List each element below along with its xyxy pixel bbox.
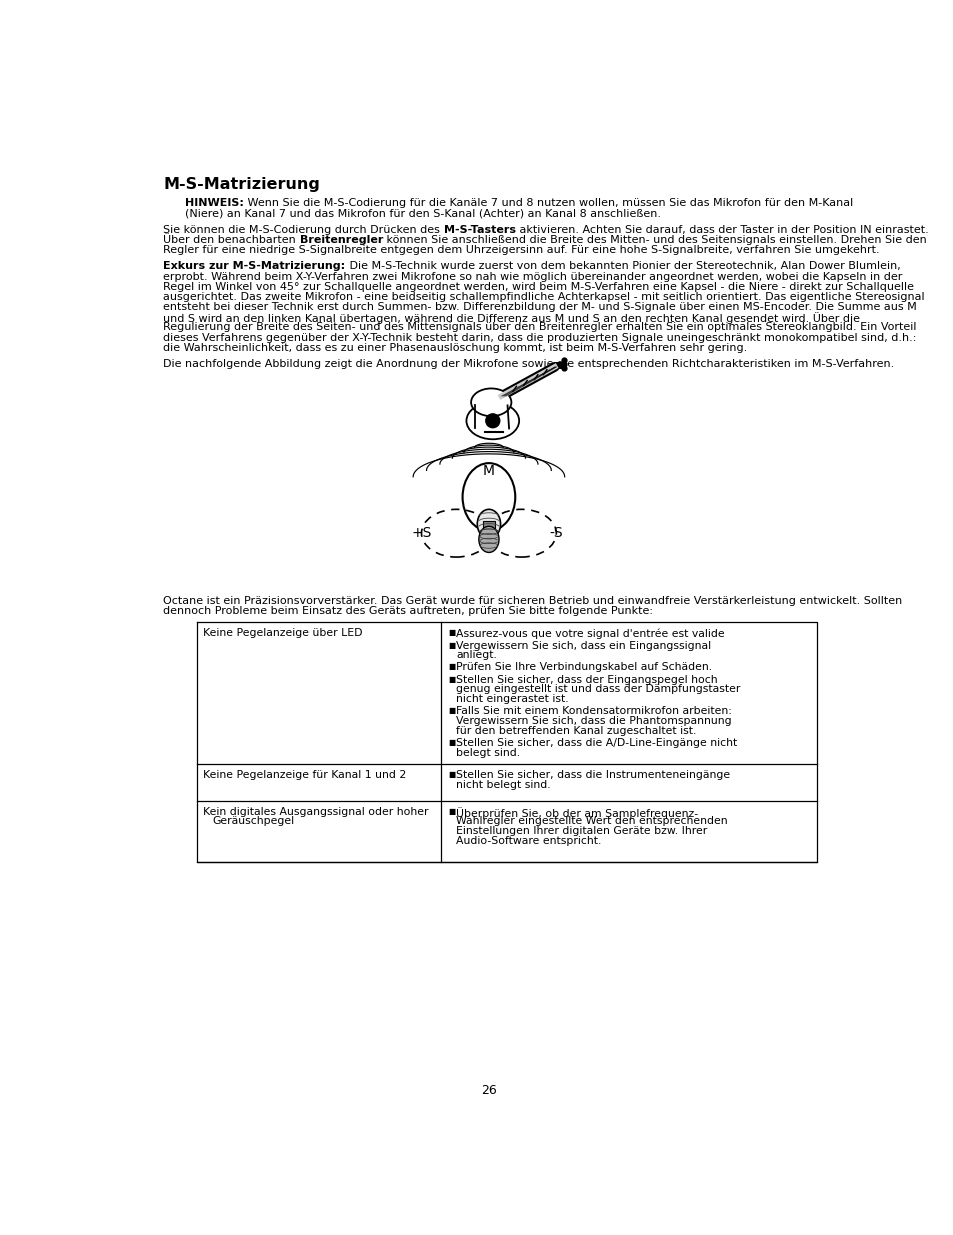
- Text: erprobt. Während beim X-Y-Verfahren zwei Mikrofone so nah wie möglich übereinand: erprobt. Während beim X-Y-Verfahren zwei…: [163, 272, 902, 282]
- Ellipse shape: [478, 526, 498, 552]
- Text: nicht eingerastet ist.: nicht eingerastet ist.: [456, 694, 568, 704]
- Text: für den betreffenden Kanal zugeschaltet ist.: für den betreffenden Kanal zugeschaltet …: [456, 726, 696, 736]
- Text: (Niere) an Kanal 7 und das Mikrofon für den S-Kanal (Achter) an Kanal 8 anschlie: (Niere) an Kanal 7 und das Mikrofon für …: [185, 209, 660, 219]
- Text: Sie können die M-S-Codierung durch Drücken des: Sie können die M-S-Codierung durch Drück…: [163, 225, 443, 235]
- Text: ausgerichtet. Das zweite Mikrofon - eine beidseitig schallempfindliche Achterkap: ausgerichtet. Das zweite Mikrofon - eine…: [163, 291, 924, 301]
- Text: Stellen Sie sicher, dass die A/D-Line-Eingänge nicht: Stellen Sie sicher, dass die A/D-Line-Ei…: [456, 739, 737, 748]
- FancyBboxPatch shape: [482, 521, 495, 529]
- Text: anliegt.: anliegt.: [456, 650, 497, 661]
- Text: Stellen Sie sicher, dass der Eingangspegel hoch: Stellen Sie sicher, dass der Eingangspeg…: [456, 674, 718, 684]
- Text: Audio-Software entspricht.: Audio-Software entspricht.: [456, 836, 601, 846]
- Text: Regulierung der Breite des Seiten- und des Mittensignals über den Breitenregler : Regulierung der Breite des Seiten- und d…: [163, 322, 916, 332]
- Text: ■: ■: [448, 769, 456, 779]
- Text: Einstellungen Ihrer digitalen Geräte bzw. Ihrer: Einstellungen Ihrer digitalen Geräte bzw…: [456, 826, 707, 836]
- Text: Breitenregler: Breitenregler: [299, 235, 383, 245]
- Text: die Wahrscheinlichkeit, dass es zu einer Phasenauslöschung kommt, ist beim M-S-V: die Wahrscheinlichkeit, dass es zu einer…: [163, 342, 747, 353]
- Text: und S wird an den linken Kanal übertagen, während die Differenz aus M und S an d: und S wird an den linken Kanal übertagen…: [163, 312, 860, 324]
- Text: Exkurs zur M-S-Matrizierung:: Exkurs zur M-S-Matrizierung:: [163, 262, 345, 272]
- Text: M: M: [482, 464, 495, 478]
- Text: Assurez-vous que votre signal d'entrée est valide: Assurez-vous que votre signal d'entrée e…: [456, 629, 724, 638]
- Text: Octane ist ein Präzisionsvorverstärker. Das Gerät wurde für sicheren Betrieb und: Octane ist ein Präzisionsvorverstärker. …: [163, 595, 902, 605]
- Text: Keine Pegelanzeige für Kanal 1 und 2: Keine Pegelanzeige für Kanal 1 und 2: [203, 769, 406, 779]
- Text: ■: ■: [448, 629, 456, 637]
- Text: ■: ■: [448, 662, 456, 672]
- Ellipse shape: [476, 509, 500, 538]
- Text: nicht belegt sind.: nicht belegt sind.: [456, 779, 551, 789]
- Text: Überprüfen Sie, ob der am Samplefrequenz-: Überprüfen Sie, ob der am Samplefrequenz…: [456, 806, 698, 819]
- Text: dieses Verfahrens gegenüber der X-Y-Technik besteht darin, dass die produzierten: dieses Verfahrens gegenüber der X-Y-Tech…: [163, 332, 916, 342]
- Text: -S: -S: [549, 526, 562, 540]
- Circle shape: [485, 414, 499, 427]
- Text: ■: ■: [448, 641, 456, 650]
- Text: Vergewissern Sie sich, dass ein Eingangssignal: Vergewissern Sie sich, dass ein Eingangs…: [456, 641, 711, 651]
- Text: M-S-Tasters: M-S-Tasters: [443, 225, 516, 235]
- Text: Wenn Sie die M-S-Codierung für die Kanäle 7 und 8 nutzen wollen, müssen Sie das : Wenn Sie die M-S-Codierung für die Kanäl…: [244, 199, 852, 209]
- Text: Über den benachbarten: Über den benachbarten: [163, 235, 299, 245]
- Text: Regel im Winkel von 45° zur Schallquelle angeordnet werden, wird beim M-S-Verfah: Regel im Winkel von 45° zur Schallquelle…: [163, 282, 914, 291]
- Text: +S: +S: [411, 526, 432, 540]
- Text: Kein digitales Ausgangssignal oder hoher: Kein digitales Ausgangssignal oder hoher: [203, 806, 428, 816]
- Text: können Sie anschließend die Breite des Mitten- und des Seitensignals einstellen.: können Sie anschließend die Breite des M…: [383, 235, 925, 245]
- Text: Stellen Sie sicher, dass die Instrumenteneingänge: Stellen Sie sicher, dass die Instrumente…: [456, 769, 730, 779]
- FancyBboxPatch shape: [475, 403, 507, 417]
- Ellipse shape: [466, 403, 518, 440]
- Text: aktivieren. Achten Sie darauf, dass der Taster in der Position IN einrastet.: aktivieren. Achten Sie darauf, dass der …: [516, 225, 927, 235]
- Text: Keine Pegelanzeige über LED: Keine Pegelanzeige über LED: [203, 629, 362, 638]
- Text: belegt sind.: belegt sind.: [456, 747, 520, 757]
- Text: entsteht bei dieser Technik erst durch Summen- bzw. Differenzbildung der M- und : entsteht bei dieser Technik erst durch S…: [163, 303, 916, 312]
- Text: dennoch Probleme beim Einsatz des Geräts auftreten, prüfen Sie bitte folgende Pu: dennoch Probleme beim Einsatz des Geräts…: [163, 605, 653, 616]
- Text: Geräuschpegel: Geräuschpegel: [212, 816, 294, 826]
- Text: ■: ■: [448, 706, 456, 715]
- Text: 26: 26: [480, 1084, 497, 1097]
- Text: Wahlregler eingestellte Wert den entsprechenden: Wahlregler eingestellte Wert den entspre…: [456, 816, 727, 826]
- Text: Die nachfolgende Abbildung zeigt die Anordnung der Mikrofone sowie die entsprech: Die nachfolgende Abbildung zeigt die Ano…: [163, 359, 894, 369]
- Text: genug eingestellt ist und dass der Dämpfungstaster: genug eingestellt ist und dass der Dämpf…: [456, 684, 740, 694]
- Text: ■: ■: [448, 674, 456, 684]
- Text: Regler für eine niedrige S-Signalbreite entgegen dem Uhrzeigersinn auf. Für eine: Regler für eine niedrige S-Signalbreite …: [163, 245, 879, 256]
- Text: Prüfen Sie Ihre Verbindungskabel auf Schäden.: Prüfen Sie Ihre Verbindungskabel auf Sch…: [456, 662, 712, 673]
- Text: Die M-S-Technik wurde zuerst von dem bekannten Pionier der Stereotechnik, Alan D: Die M-S-Technik wurde zuerst von dem bek…: [345, 262, 900, 272]
- Text: ■: ■: [448, 806, 456, 816]
- Text: ■: ■: [448, 739, 456, 747]
- Text: Vergewissern Sie sich, dass die Phantomspannung: Vergewissern Sie sich, dass die Phantoms…: [456, 716, 731, 726]
- Text: Falls Sie mit einem Kondensatormikrofon arbeiten:: Falls Sie mit einem Kondensatormikrofon …: [456, 706, 732, 716]
- Text: M-S-Matrizierung: M-S-Matrizierung: [163, 178, 320, 193]
- Ellipse shape: [471, 389, 511, 416]
- Text: HINWEIS:: HINWEIS:: [185, 199, 244, 209]
